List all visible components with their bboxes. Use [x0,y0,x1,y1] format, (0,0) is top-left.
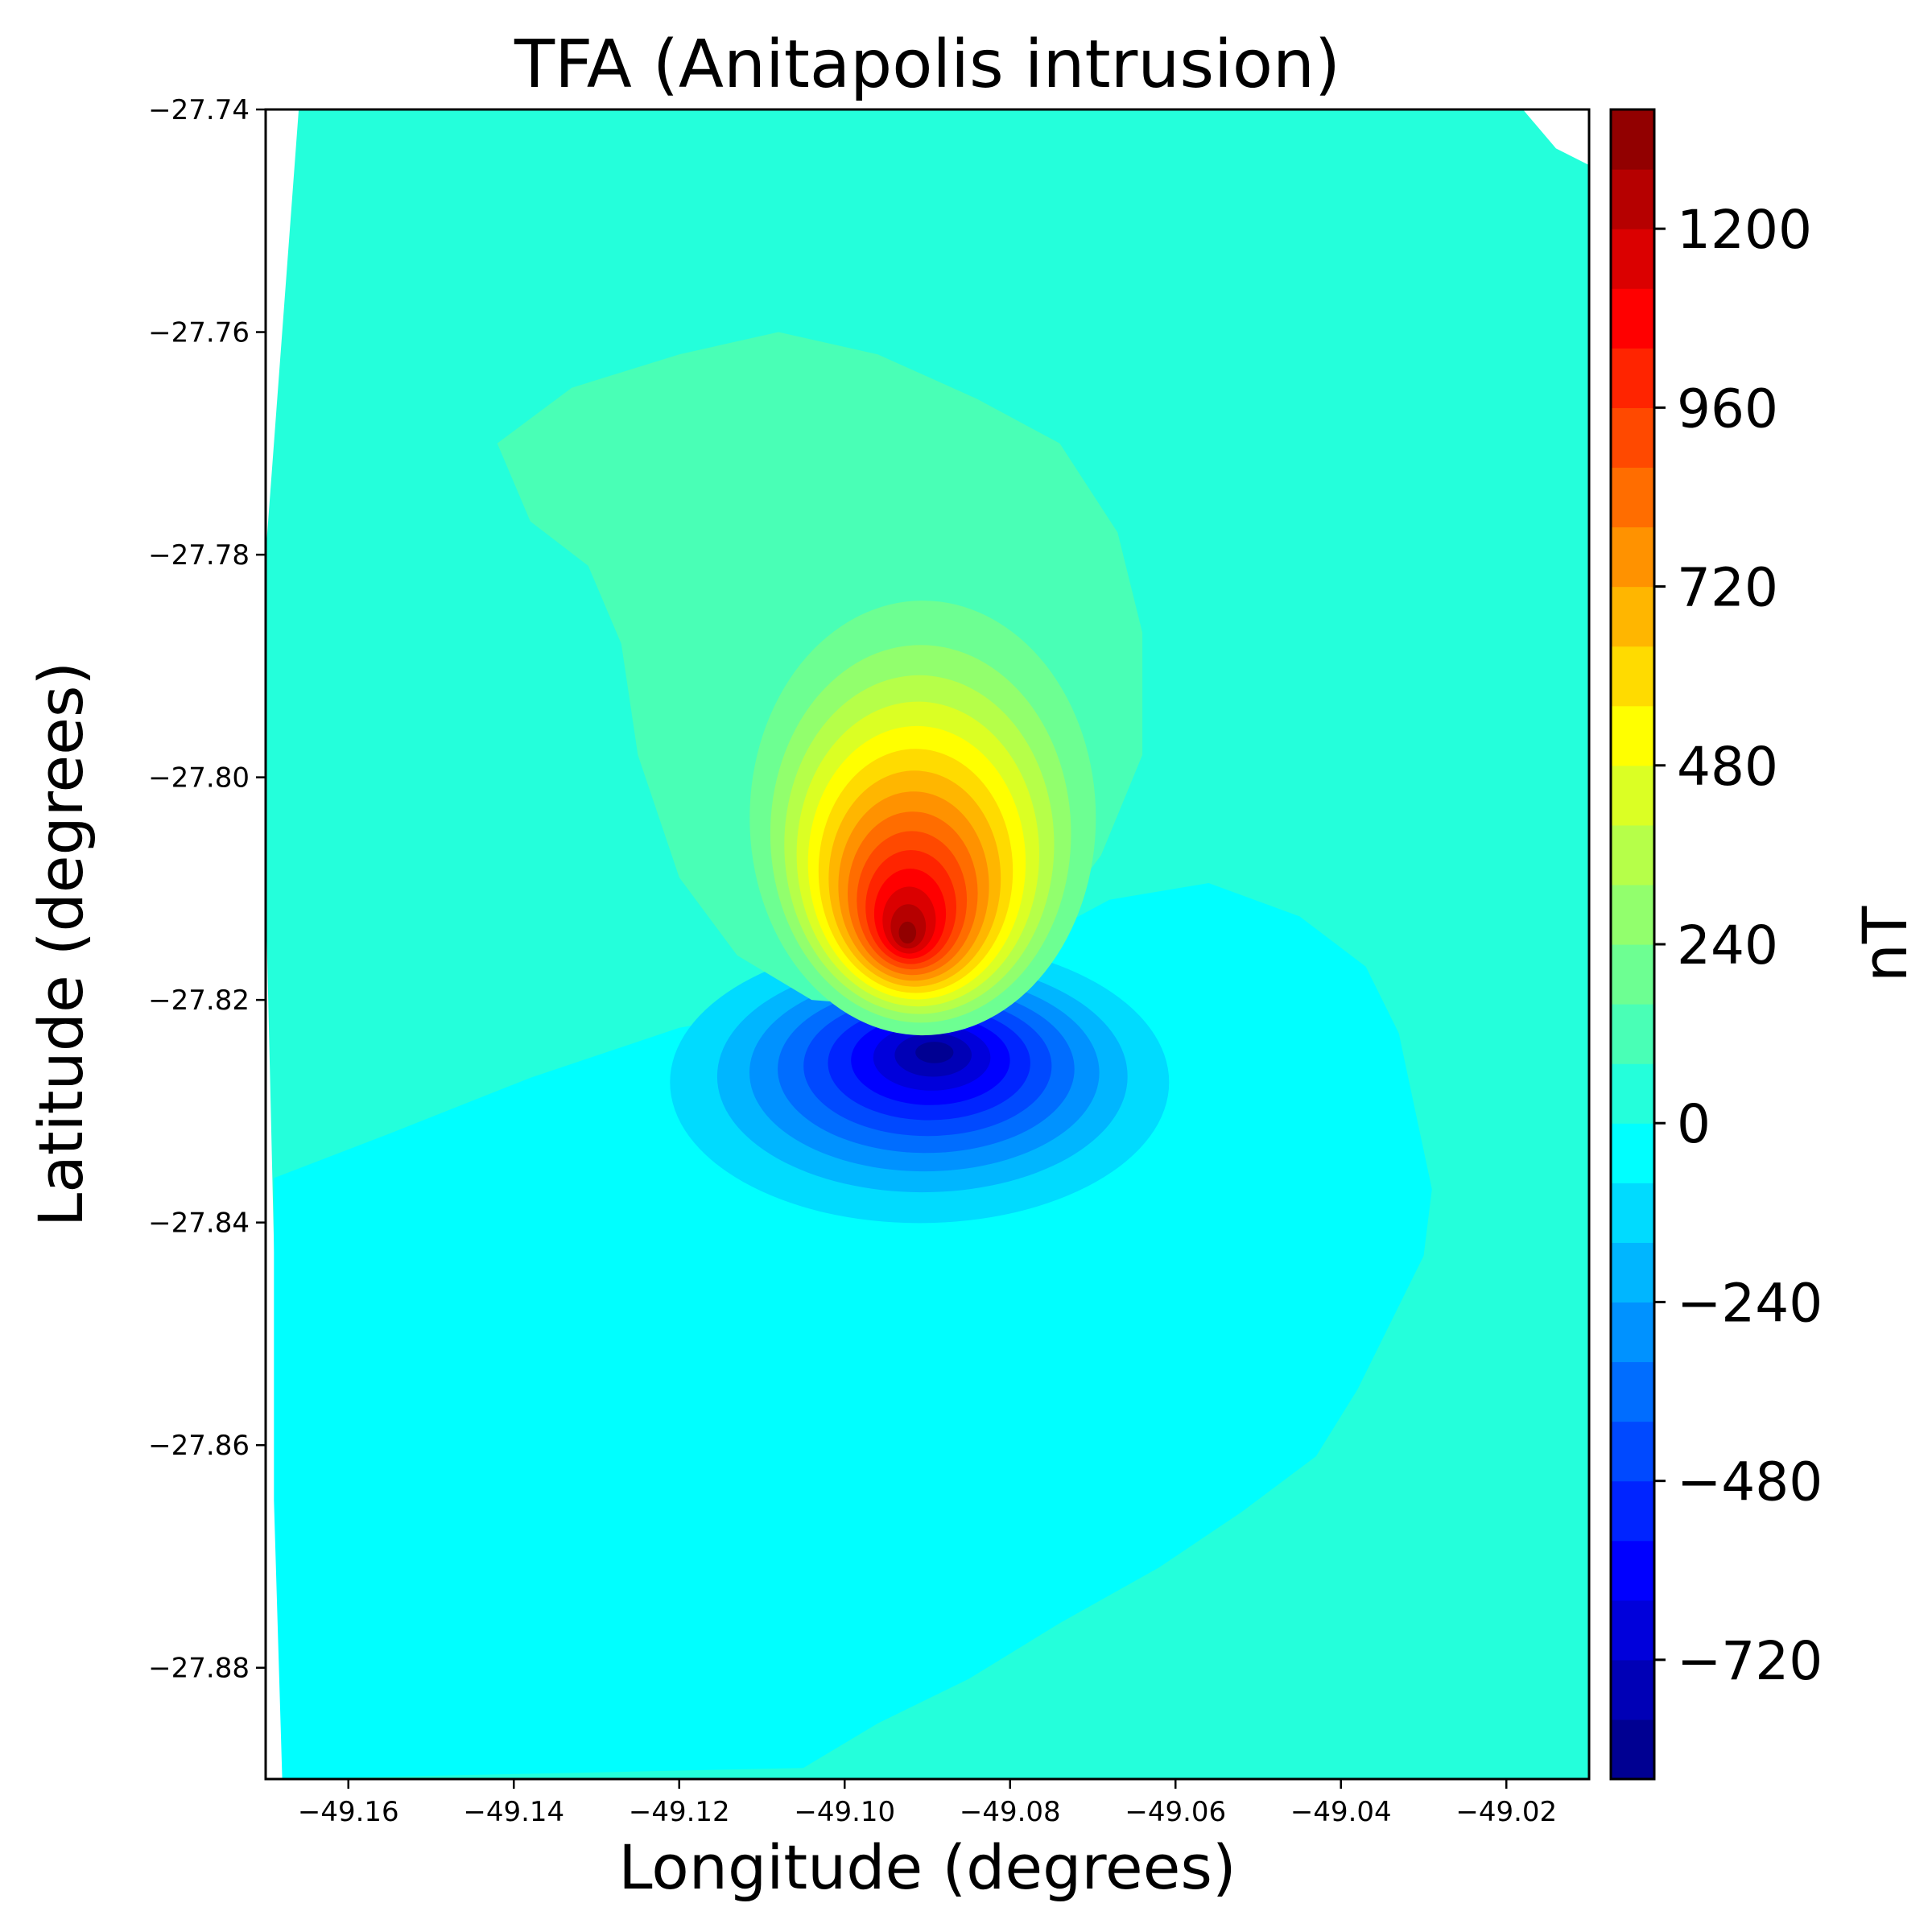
x-tick-label: −49.16 [298,1796,399,1828]
colorbar-tick-label: −720 [1677,1630,1823,1692]
colorbar-segment [1611,109,1654,170]
colorbar-segment [1611,824,1654,886]
colorbar-tick-label: −480 [1677,1451,1823,1513]
colorbar-segment [1611,1063,1654,1124]
colorbar-segment [1611,169,1654,229]
chart-title: TFA (Anitapolis intrusion) [514,27,1340,103]
colorbar-segment [1611,1719,1654,1780]
y-axis: −27.74 −27.76 −27.78 −27.80 −27.82 −27.84 −27.… [148,94,266,1685]
contour-field [266,109,1589,1779]
colorbar-segment [1611,765,1654,826]
x-tick-label: −49.08 [960,1796,1061,1828]
colorbar-segment [1611,586,1654,647]
colorbar-segment [1611,1600,1654,1661]
y-axis-label: Latitude (degrees) [25,662,97,1227]
y-tick-label: −27.80 [148,762,250,795]
plot-frame [264,108,1591,1781]
x-tick-label: −49.06 [1125,1796,1226,1828]
colorbar-segment [1611,526,1654,588]
y-tick-label: −27.74 [148,94,250,126]
colorbar-segment [1611,1183,1654,1243]
colorbar-tick-label: 1200 [1677,199,1812,261]
x-tick-label: −49.04 [1290,1796,1392,1828]
contour-band [898,921,917,944]
x-tick-label: −49.02 [1455,1796,1557,1828]
y-tick-label: −27.76 [148,317,250,349]
colorbar: 1200 960 720 480 240 0 −240 −480 −720 [1609,108,1823,1781]
contour-band [915,1042,954,1063]
colorbar-segment [1611,229,1654,289]
colorbar-segment [1611,1123,1654,1183]
positive-lobe [749,601,1096,1036]
colorbar-segment [1611,1302,1654,1363]
colorbar-label: nT [1849,906,1921,982]
y-tick-label: −27.84 [148,1208,250,1240]
colorbar-segment [1611,348,1654,408]
colorbar-segment [1611,288,1654,349]
colorbar-segment [1611,944,1654,1005]
colorbar-tick-label: 0 [1677,1093,1711,1155]
colorbar-segment [1611,646,1654,707]
colorbar-tick-label: −240 [1677,1272,1823,1334]
y-tick-label: −27.88 [148,1653,250,1685]
colorbar-segment [1611,1242,1654,1303]
y-tick-label: −27.86 [148,1430,250,1462]
colorbar-segment [1611,1361,1654,1422]
colorbar-segment [1611,1659,1654,1720]
colorbar-segment [1611,1004,1654,1064]
colorbar-segment [1611,884,1654,945]
colorbar-segment [1611,1540,1654,1601]
colorbar-segment [1611,1421,1654,1482]
x-axis-label: Longitude (degrees) [618,1831,1236,1903]
colorbar-tick-label: 960 [1677,378,1778,440]
colorbar-segment [1611,467,1654,528]
colorbar-segment [1611,407,1654,469]
colorbar-tick-label: 480 [1677,736,1778,798]
y-tick-label: −27.78 [148,539,250,572]
colorbar-tick-label: 240 [1677,914,1778,976]
x-tick-label: −49.14 [463,1796,564,1828]
colorbar-tick-label: 720 [1677,557,1778,619]
y-tick-label: −27.82 [148,985,250,1017]
x-tick-label: −49.10 [794,1796,895,1828]
x-tick-label: −49.12 [629,1796,730,1828]
x-axis: −49.16 −49.14 −49.12 −49.10 −49.08 −49.06 −49.… [298,1779,1557,1828]
negative-lobe [670,941,1170,1224]
colorbar-segment [1611,705,1654,766]
colorbar-segment [1611,1480,1654,1542]
plot-area [264,108,1591,1781]
